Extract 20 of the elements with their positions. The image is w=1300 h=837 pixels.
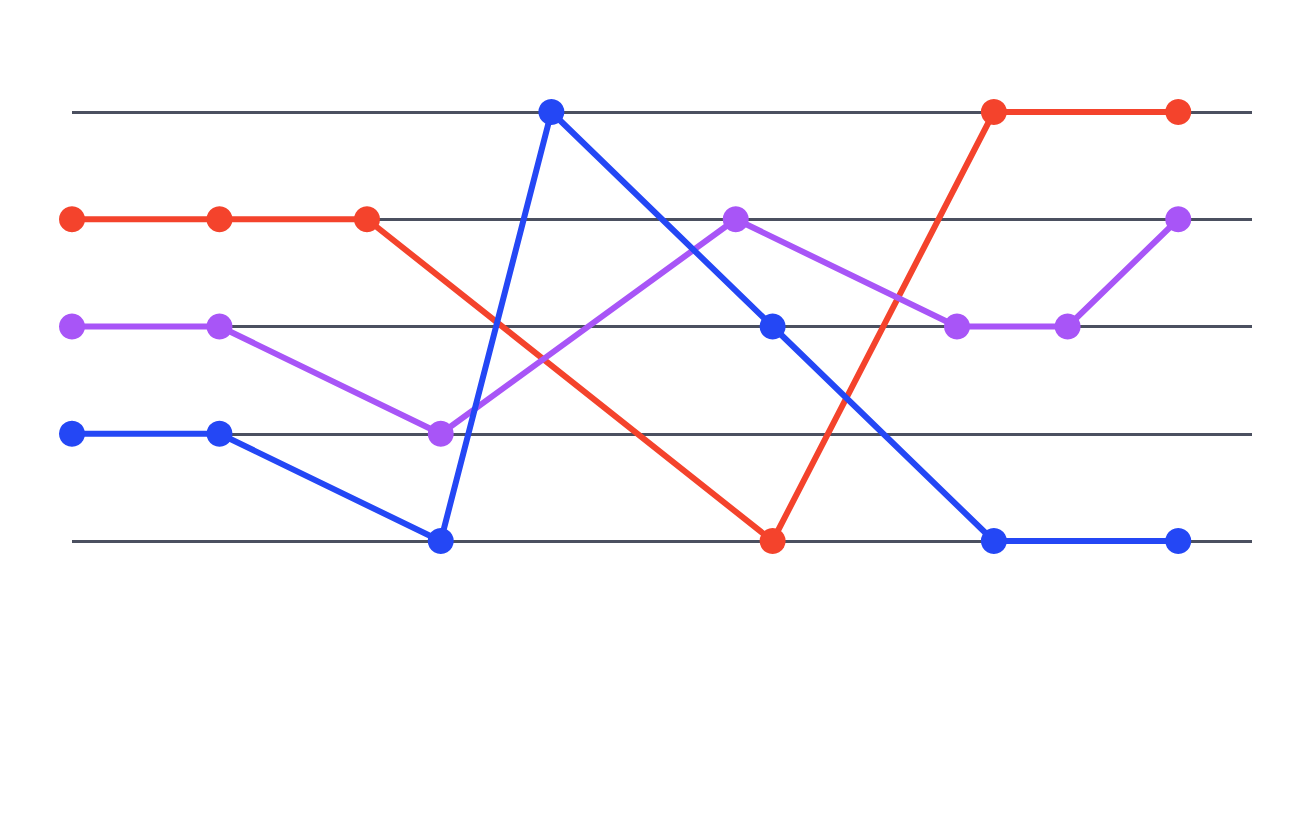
point xyxy=(722,206,749,233)
point xyxy=(944,313,970,340)
point xyxy=(206,420,233,447)
point xyxy=(1165,99,1192,125)
point xyxy=(427,528,454,554)
point xyxy=(759,313,786,340)
point xyxy=(427,420,454,447)
point xyxy=(980,99,1007,125)
point xyxy=(59,206,85,233)
point xyxy=(206,313,233,340)
point xyxy=(759,528,786,554)
point xyxy=(538,99,565,125)
point xyxy=(1165,206,1192,233)
point xyxy=(980,528,1007,554)
point xyxy=(59,313,85,340)
point xyxy=(1165,528,1192,554)
point xyxy=(354,206,380,233)
point xyxy=(206,206,233,233)
point xyxy=(1054,313,1081,340)
point xyxy=(59,420,85,447)
